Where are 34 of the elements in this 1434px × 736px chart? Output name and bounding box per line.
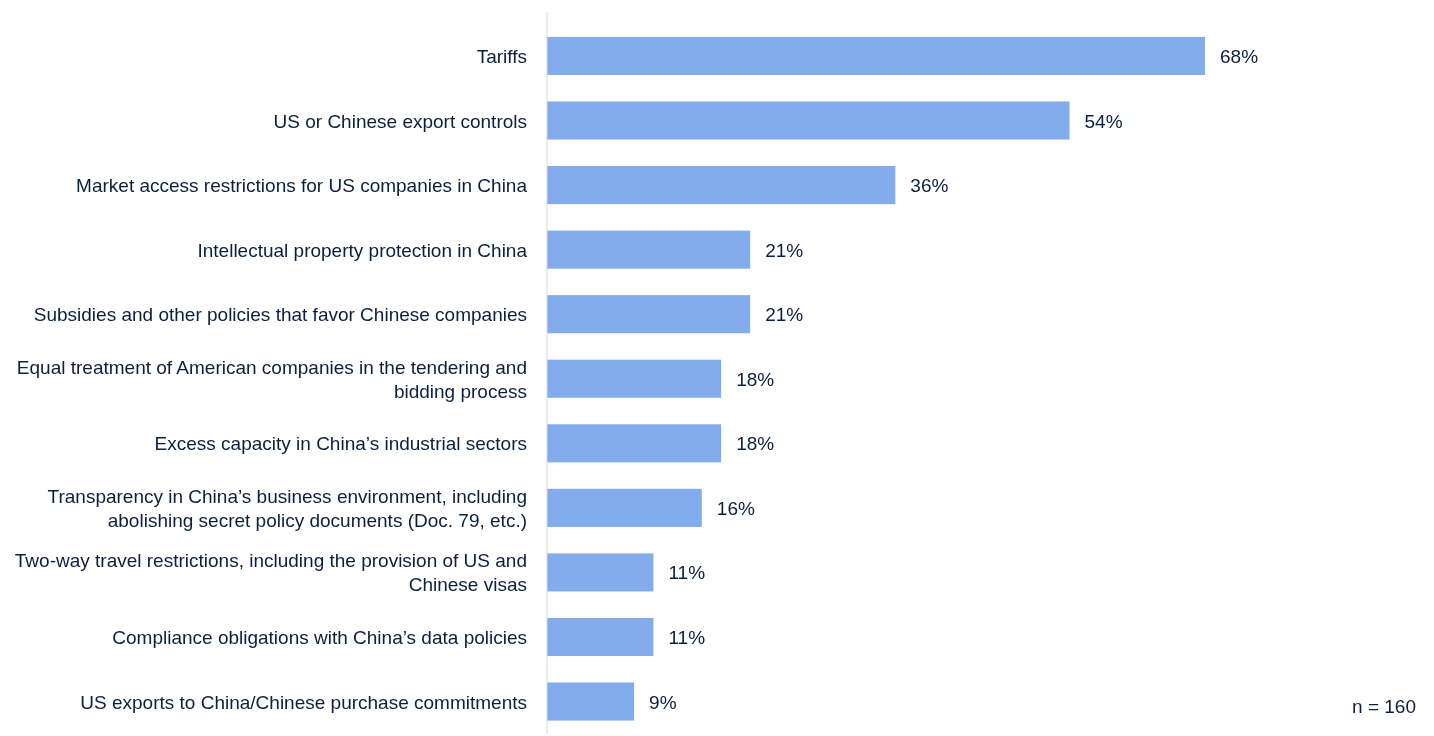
y-tick-label: Compliance obligations with China’s data policies xyxy=(112,626,527,648)
data-label: 68% xyxy=(1220,45,1259,67)
bar xyxy=(547,295,751,334)
bar xyxy=(547,424,722,463)
data-label: 11% xyxy=(668,562,706,584)
y-tick-label: US exports to China/Chinese purchase commitments xyxy=(80,691,527,713)
y-tick-label: Equal treatment of American companies in the tendering and bidding process xyxy=(16,356,527,402)
bar xyxy=(547,230,751,269)
data-label: 21% xyxy=(765,304,804,326)
bar xyxy=(547,166,896,205)
data-label: 54% xyxy=(1084,110,1123,132)
y-tick-label: Excess capacity in China’s industrial sectors xyxy=(154,433,527,455)
bar xyxy=(547,553,654,592)
y-tick-label: Two-way travel restrictions, including the provision of US and Chinese visas xyxy=(14,550,527,596)
bar xyxy=(547,617,654,657)
y-tick-label: Market access restrictions for US companies in China xyxy=(76,175,528,197)
text: n = 160 xyxy=(1352,696,1416,717)
bar xyxy=(547,682,635,721)
bar xyxy=(547,488,702,527)
y-tick-label: Subsidies and other policies that favor Chinese companies xyxy=(33,304,527,326)
y-tick-label: Intellectual property protection in China xyxy=(197,239,528,261)
y-tick-label: US or Chinese export controls xyxy=(273,110,527,132)
data-label: 16% xyxy=(716,497,755,519)
y-tick-label: Transparency in China’s business environment, including abolishing secret policy documents (Doc. 79, etc.) xyxy=(47,485,527,531)
bar xyxy=(547,36,1205,75)
data-label: 18% xyxy=(736,433,775,455)
y-tick-label: Tariffs xyxy=(476,45,527,67)
data-label: 9% xyxy=(649,691,677,713)
data-label: 11% xyxy=(668,626,706,648)
data-label: 36% xyxy=(910,175,949,197)
bar xyxy=(547,359,722,398)
bar xyxy=(547,101,1070,140)
data-label: 18% xyxy=(736,368,775,390)
data-label: 21% xyxy=(765,239,804,261)
